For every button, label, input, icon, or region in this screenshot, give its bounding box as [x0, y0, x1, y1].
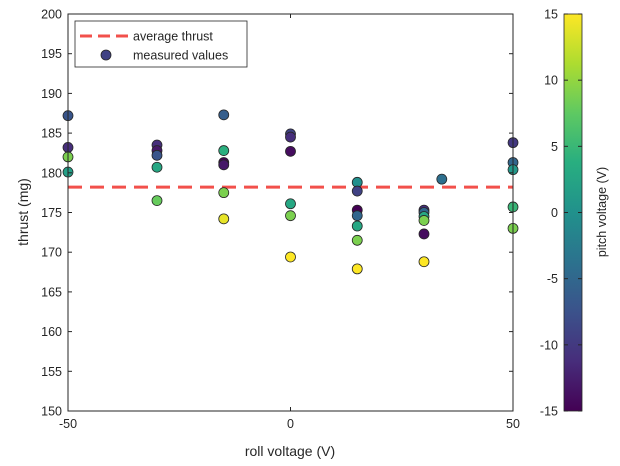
data-point [352, 264, 362, 274]
y-tick-label: 155 [41, 365, 62, 379]
data-point [219, 160, 229, 170]
data-point [419, 229, 429, 239]
colorbar-tick-label: 15 [544, 8, 558, 22]
data-point [352, 221, 362, 231]
data-point [152, 150, 162, 160]
colorbar-label: pitch voltage (V) [595, 167, 609, 257]
data-point [286, 252, 296, 262]
x-tick-label: 50 [506, 417, 520, 431]
colorbar-tick-label: -15 [540, 405, 558, 419]
legend: average thrust measured values [75, 21, 247, 67]
data-point [219, 214, 229, 224]
colorbar-tick-label: -10 [540, 338, 558, 352]
y-tick-label: 165 [41, 285, 62, 299]
data-point [352, 186, 362, 196]
data-point [219, 146, 229, 156]
y-tick-label: 195 [41, 47, 62, 61]
colorbar-tick-label: 5 [551, 140, 558, 154]
legend-average-thrust-label: average thrust [133, 30, 213, 44]
legend-measured-values-label: measured values [133, 49, 228, 63]
data-point [286, 132, 296, 142]
x-tick-label: -50 [59, 417, 77, 431]
colorbar: -15 -10 -5 0 5 10 15 pitch voltage (V) [540, 8, 609, 419]
y-tick-label: 185 [41, 127, 62, 141]
colorbar-tick-label: -5 [547, 272, 558, 286]
data-point [286, 199, 296, 209]
y-axis-label: thrust (mg) [15, 178, 31, 246]
data-point [286, 211, 296, 221]
legend-measured-values-swatch [101, 50, 111, 60]
y-tick-label: 190 [41, 87, 62, 101]
data-point [286, 146, 296, 156]
data-point [419, 215, 429, 225]
y-tick-label: 160 [41, 325, 62, 339]
y-tick-label: 200 [41, 8, 62, 22]
y-tick-label: 175 [41, 206, 62, 220]
data-point [152, 196, 162, 206]
x-axis-label: roll voltage (V) [245, 443, 335, 459]
data-point [219, 188, 229, 198]
data-point [352, 235, 362, 245]
data-point [152, 162, 162, 172]
data-point [419, 257, 429, 267]
data-point [219, 110, 229, 120]
colorbar-tick-label: 0 [551, 206, 558, 220]
y-tick-label: 170 [41, 246, 62, 260]
x-tick-label: 0 [287, 417, 294, 431]
data-point [437, 174, 447, 184]
colorbar-tick-label: 10 [544, 74, 558, 88]
plot-area [63, 14, 518, 411]
y-tick-label: 180 [41, 166, 62, 180]
data-point [352, 211, 362, 221]
